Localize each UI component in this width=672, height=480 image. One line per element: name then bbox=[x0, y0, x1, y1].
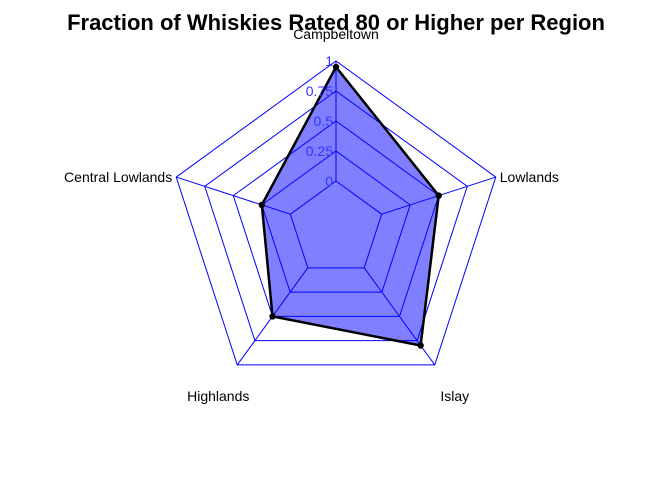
grid-ring bbox=[175, 60, 497, 366]
axis-label: Highlands bbox=[187, 388, 249, 404]
tick-label: 0 bbox=[325, 173, 333, 189]
tick-label: 1 bbox=[325, 53, 333, 69]
chart-title: Fraction of Whiskies Rated 80 or Higher … bbox=[67, 10, 605, 35]
data-point bbox=[435, 192, 442, 199]
data-point bbox=[417, 342, 424, 349]
tick-label: 0.25 bbox=[306, 143, 333, 159]
data-polygon bbox=[260, 65, 440, 347]
data-point bbox=[258, 201, 266, 209]
data-point bbox=[332, 63, 340, 71]
data-point bbox=[269, 313, 276, 320]
tick-label: 0.75 bbox=[306, 83, 333, 99]
radar-tick-labels: 0 0.25 0.5 0.75 1 bbox=[306, 53, 333, 189]
tick-label: 0.5 bbox=[314, 113, 334, 129]
axis-label: Islay bbox=[440, 388, 469, 404]
axis-label: Central Lowlands bbox=[64, 169, 172, 185]
radar-series bbox=[258, 63, 442, 349]
radar-axis-labels: Campbeltown Lowlands Islay Highlands Central… bbox=[64, 26, 559, 404]
axis-label: Campbeltown bbox=[293, 26, 379, 42]
axis-label: Lowlands bbox=[500, 169, 559, 185]
grid-ring bbox=[204, 90, 468, 342]
